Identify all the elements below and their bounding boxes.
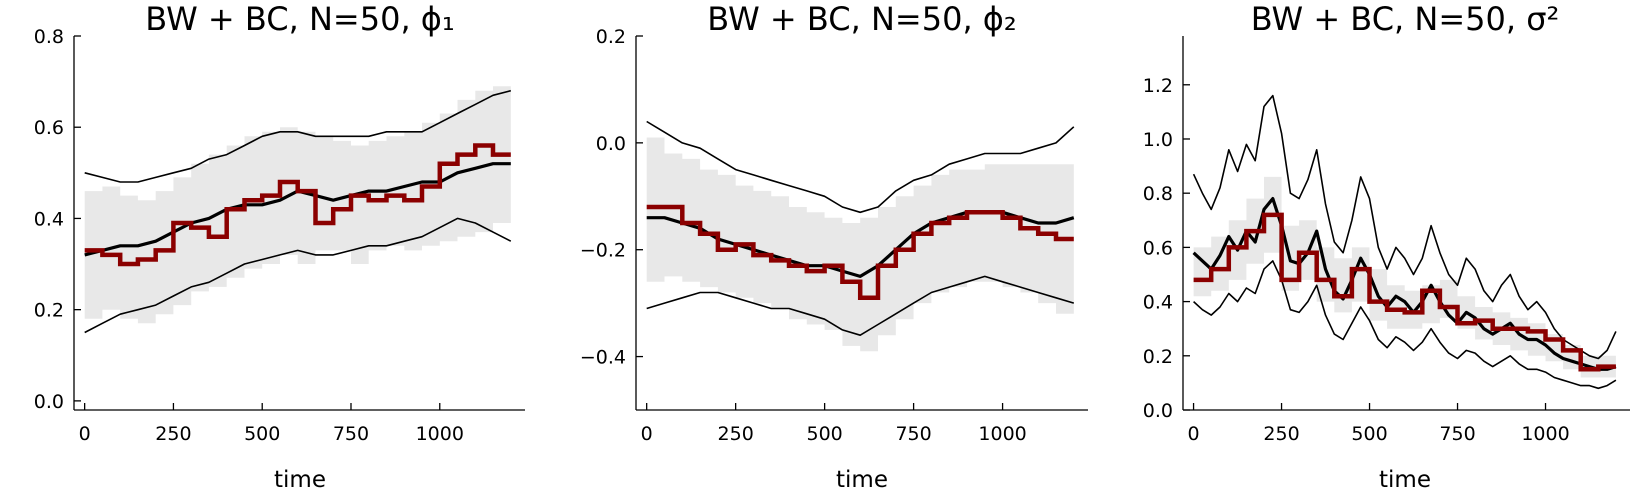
panel-sigma2: 0.0 0.2 0.4 0.6 0.8 1.0 1.2 0 250 500 750 1000 BW + …	[1143, 0, 1630, 493]
y-tick-label: 0.2	[596, 26, 626, 48]
y-tick-label: 0.8	[1143, 183, 1173, 205]
step-line	[1193, 212, 1616, 372]
panel-phi2: −0.4 −0.2 0.0 0.2 0 250 500 750 1000 BW + BC, N=5…	[580, 0, 1088, 493]
y-tick-label: 1.2	[1143, 75, 1173, 97]
x-tick-label: 250	[718, 423, 754, 445]
chart-title: BW + BC, N=50, ϕ₁	[145, 0, 454, 38]
confidence-band	[1193, 176, 1616, 378]
x-tick-label: 0	[1188, 423, 1200, 445]
x-tick-label: 500	[244, 423, 280, 445]
upper-line	[1192, 94, 1617, 360]
y-tick-label: 0.6	[34, 117, 64, 139]
lower-line	[1193, 260, 1617, 390]
y-tick-label: −0.2	[580, 240, 626, 262]
x-tick-label: 1000	[416, 423, 464, 445]
x-axis-label: time	[836, 467, 888, 493]
upper-line	[646, 120, 1075, 214]
y-tick-label: 0.0	[34, 391, 64, 413]
y-tick-label: 0.0	[1143, 400, 1173, 422]
upper-line	[84, 89, 512, 183]
y-tick-label: 0.0	[596, 133, 626, 155]
chart-title: BW + BC, N=50, σ²	[1251, 0, 1560, 38]
x-tick-label: 750	[1439, 423, 1475, 445]
confidence-band	[84, 86, 511, 324]
x-tick-label: 0	[641, 423, 653, 445]
y-tick-label: 1.0	[1143, 129, 1173, 151]
x-axis-label: time	[1379, 467, 1431, 493]
x-tick-label: 750	[333, 423, 369, 445]
x-tick-label: 1000	[1521, 423, 1569, 445]
y-tick-label: 0.8	[34, 26, 64, 48]
x-tick-label: 500	[1351, 423, 1387, 445]
x-axis-label: time	[274, 467, 326, 493]
step-line	[84, 143, 511, 267]
y-tick-label: 0.4	[1143, 292, 1173, 314]
step-line	[646, 204, 1074, 301]
x-tick-label: 250	[1263, 423, 1299, 445]
x-tick-label: 1000	[978, 423, 1026, 445]
x-tick-label: 500	[806, 423, 842, 445]
x-tick-label: 0	[79, 423, 91, 445]
lower-line	[646, 275, 1075, 336]
confidence-band	[646, 137, 1074, 352]
y-tick-label: −0.4	[580, 347, 626, 369]
y-tick-label: 0.6	[1143, 237, 1173, 259]
lower-line	[84, 217, 512, 334]
chart-title: BW + BC, N=50, ϕ₂	[707, 0, 1016, 38]
x-tick-label: 750	[895, 423, 931, 445]
mean-line	[1192, 197, 1617, 371]
y-tick-label: 0.2	[1143, 346, 1173, 368]
x-tick-label: 250	[155, 423, 191, 445]
y-tick-label: 0.4	[34, 208, 64, 230]
panel-phi1: 0.0 0.2 0.4 0.6 0.8 0 250 500 750 1000 BW + BC, N=…	[34, 0, 525, 493]
y-tick-label: 0.2	[34, 300, 64, 322]
